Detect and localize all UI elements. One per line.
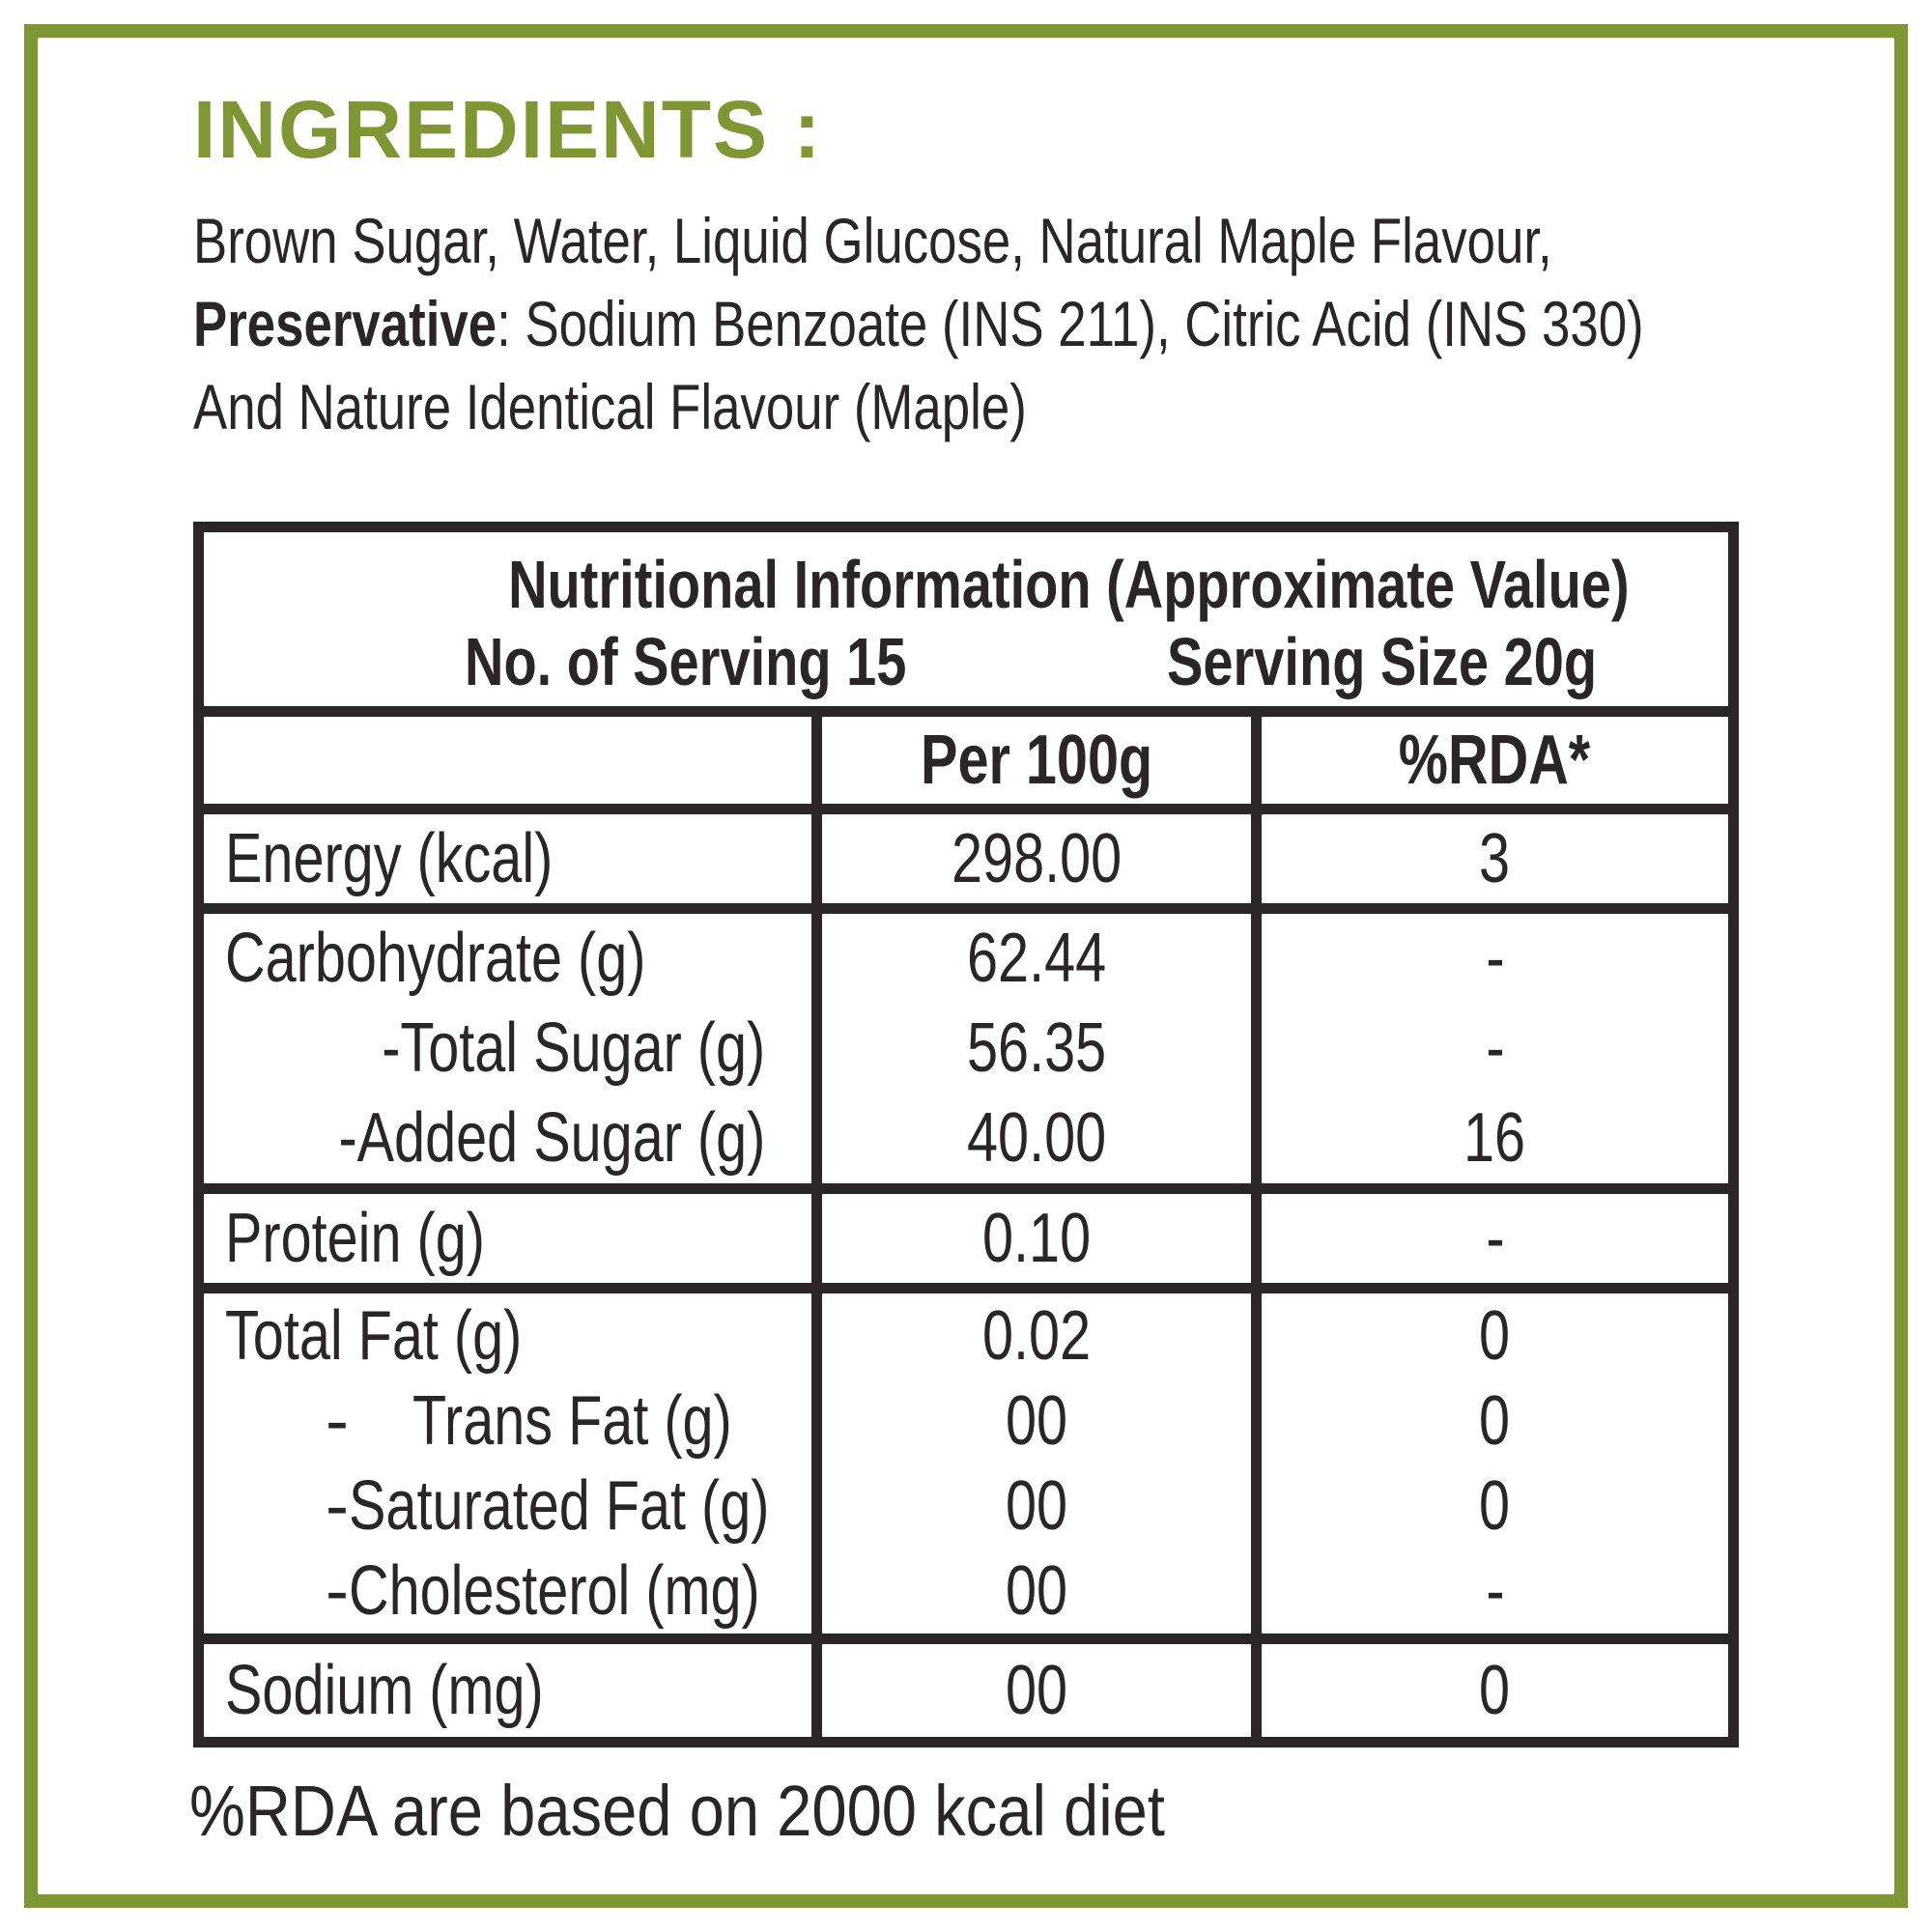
row-label: Energy (kcal) <box>204 814 822 903</box>
row-per100g-value: 298.00 <box>822 814 1262 903</box>
row-label-group: Total Fat (g) - Trans Fat (g) - Saturated … <box>204 1293 822 1634</box>
row-per100g-values: 62.44 56.35 40.00 <box>822 914 1262 1183</box>
row-sublabel: - Saturated Fat (g) <box>225 1463 811 1548</box>
row-label: Carbohydrate (g) <box>225 920 646 997</box>
dash-bullet: - <box>326 1552 349 1630</box>
row-rda-values: 0 0 0 - <box>1479 1297 1511 1630</box>
ingredients-heading: INGREDIENTS : <box>193 84 823 175</box>
row-sublabel: - Cholesterol (mg) <box>225 1548 811 1634</box>
ingredients-text: Brown Sugar, Water, Liquid Glucose, Natu… <box>193 199 1932 448</box>
dash-bullet: - <box>326 1382 349 1460</box>
row-label: Protein (g) <box>204 1194 822 1283</box>
row-label: Total Fat (g) <box>225 1297 523 1375</box>
table-row-protein: Protein (g) 0.10 - <box>204 1183 1728 1283</box>
row-sublabel: -Total Sugar (g) <box>382 1009 765 1087</box>
row-label-group: Carbohydrate (g) -Total Sugar (g) -Added… <box>204 914 822 1183</box>
serving-count: No. of Serving 15 <box>465 624 907 699</box>
row-sublabel: - Trans Fat (g) <box>225 1378 811 1463</box>
column-header-blank <box>204 717 822 804</box>
row-rda-value: - <box>1485 1200 1505 1277</box>
ingredients-line-3: And Nature Identical Flavour (Maple) <box>193 371 1027 442</box>
row-rda-value: 3 <box>1479 820 1511 897</box>
rda-footnote: %RDA are based on 2000 kcal diet <box>189 1771 1166 1851</box>
nutrition-table: Nutritional Information (Approximate Val… <box>193 522 1739 1747</box>
ingredients-line-2: Preservative: Sodium Benzoate (INS 211),… <box>193 282 1932 365</box>
nutrition-title: Nutritional Information (Approximate Val… <box>508 547 1630 622</box>
row-rda-values: - - 16 <box>1463 920 1526 1177</box>
preservative-label: Preservative <box>193 288 497 359</box>
row-per100g-values: 0.02 00 00 00 <box>822 1293 1262 1634</box>
row-rda-value: 0 <box>1479 1652 1511 1729</box>
row-per100g-value: 00 <box>822 1644 1262 1737</box>
row-label: Sodium (mg) <box>204 1644 822 1737</box>
row-sublabel: -Added Sugar (g) <box>338 1099 765 1177</box>
ingredients-line-1: Brown Sugar, Water, Liquid Glucose, Natu… <box>193 205 1552 276</box>
column-header-per100g: Per 100g <box>822 717 1262 804</box>
table-row-energy: Energy (kcal) 298.00 3 <box>204 804 1728 903</box>
row-per100g-value: 0.10 <box>822 1194 1262 1283</box>
dash-bullet: - <box>326 1467 349 1545</box>
serving-size: Serving Size 20g <box>1166 624 1597 699</box>
table-row-sodium: Sodium (mg) 00 0 <box>204 1634 1728 1737</box>
serving-info: No. of Serving 15 Serving Size 20g <box>368 623 1728 700</box>
nutrition-table-header: Nutritional Information (Approximate Val… <box>204 532 1728 706</box>
column-header-row: Per 100g %RDA* <box>204 706 1728 804</box>
column-header-rda: %RDA* <box>1399 722 1591 799</box>
preservative-detail: : Sodium Benzoate (INS 211), Citric Acid… <box>497 288 1644 359</box>
table-row-carbohydrate: Carbohydrate (g) -Total Sugar (g) -Added… <box>204 903 1728 1183</box>
table-row-total-fat: Total Fat (g) - Trans Fat (g) - Saturated … <box>204 1283 1728 1634</box>
